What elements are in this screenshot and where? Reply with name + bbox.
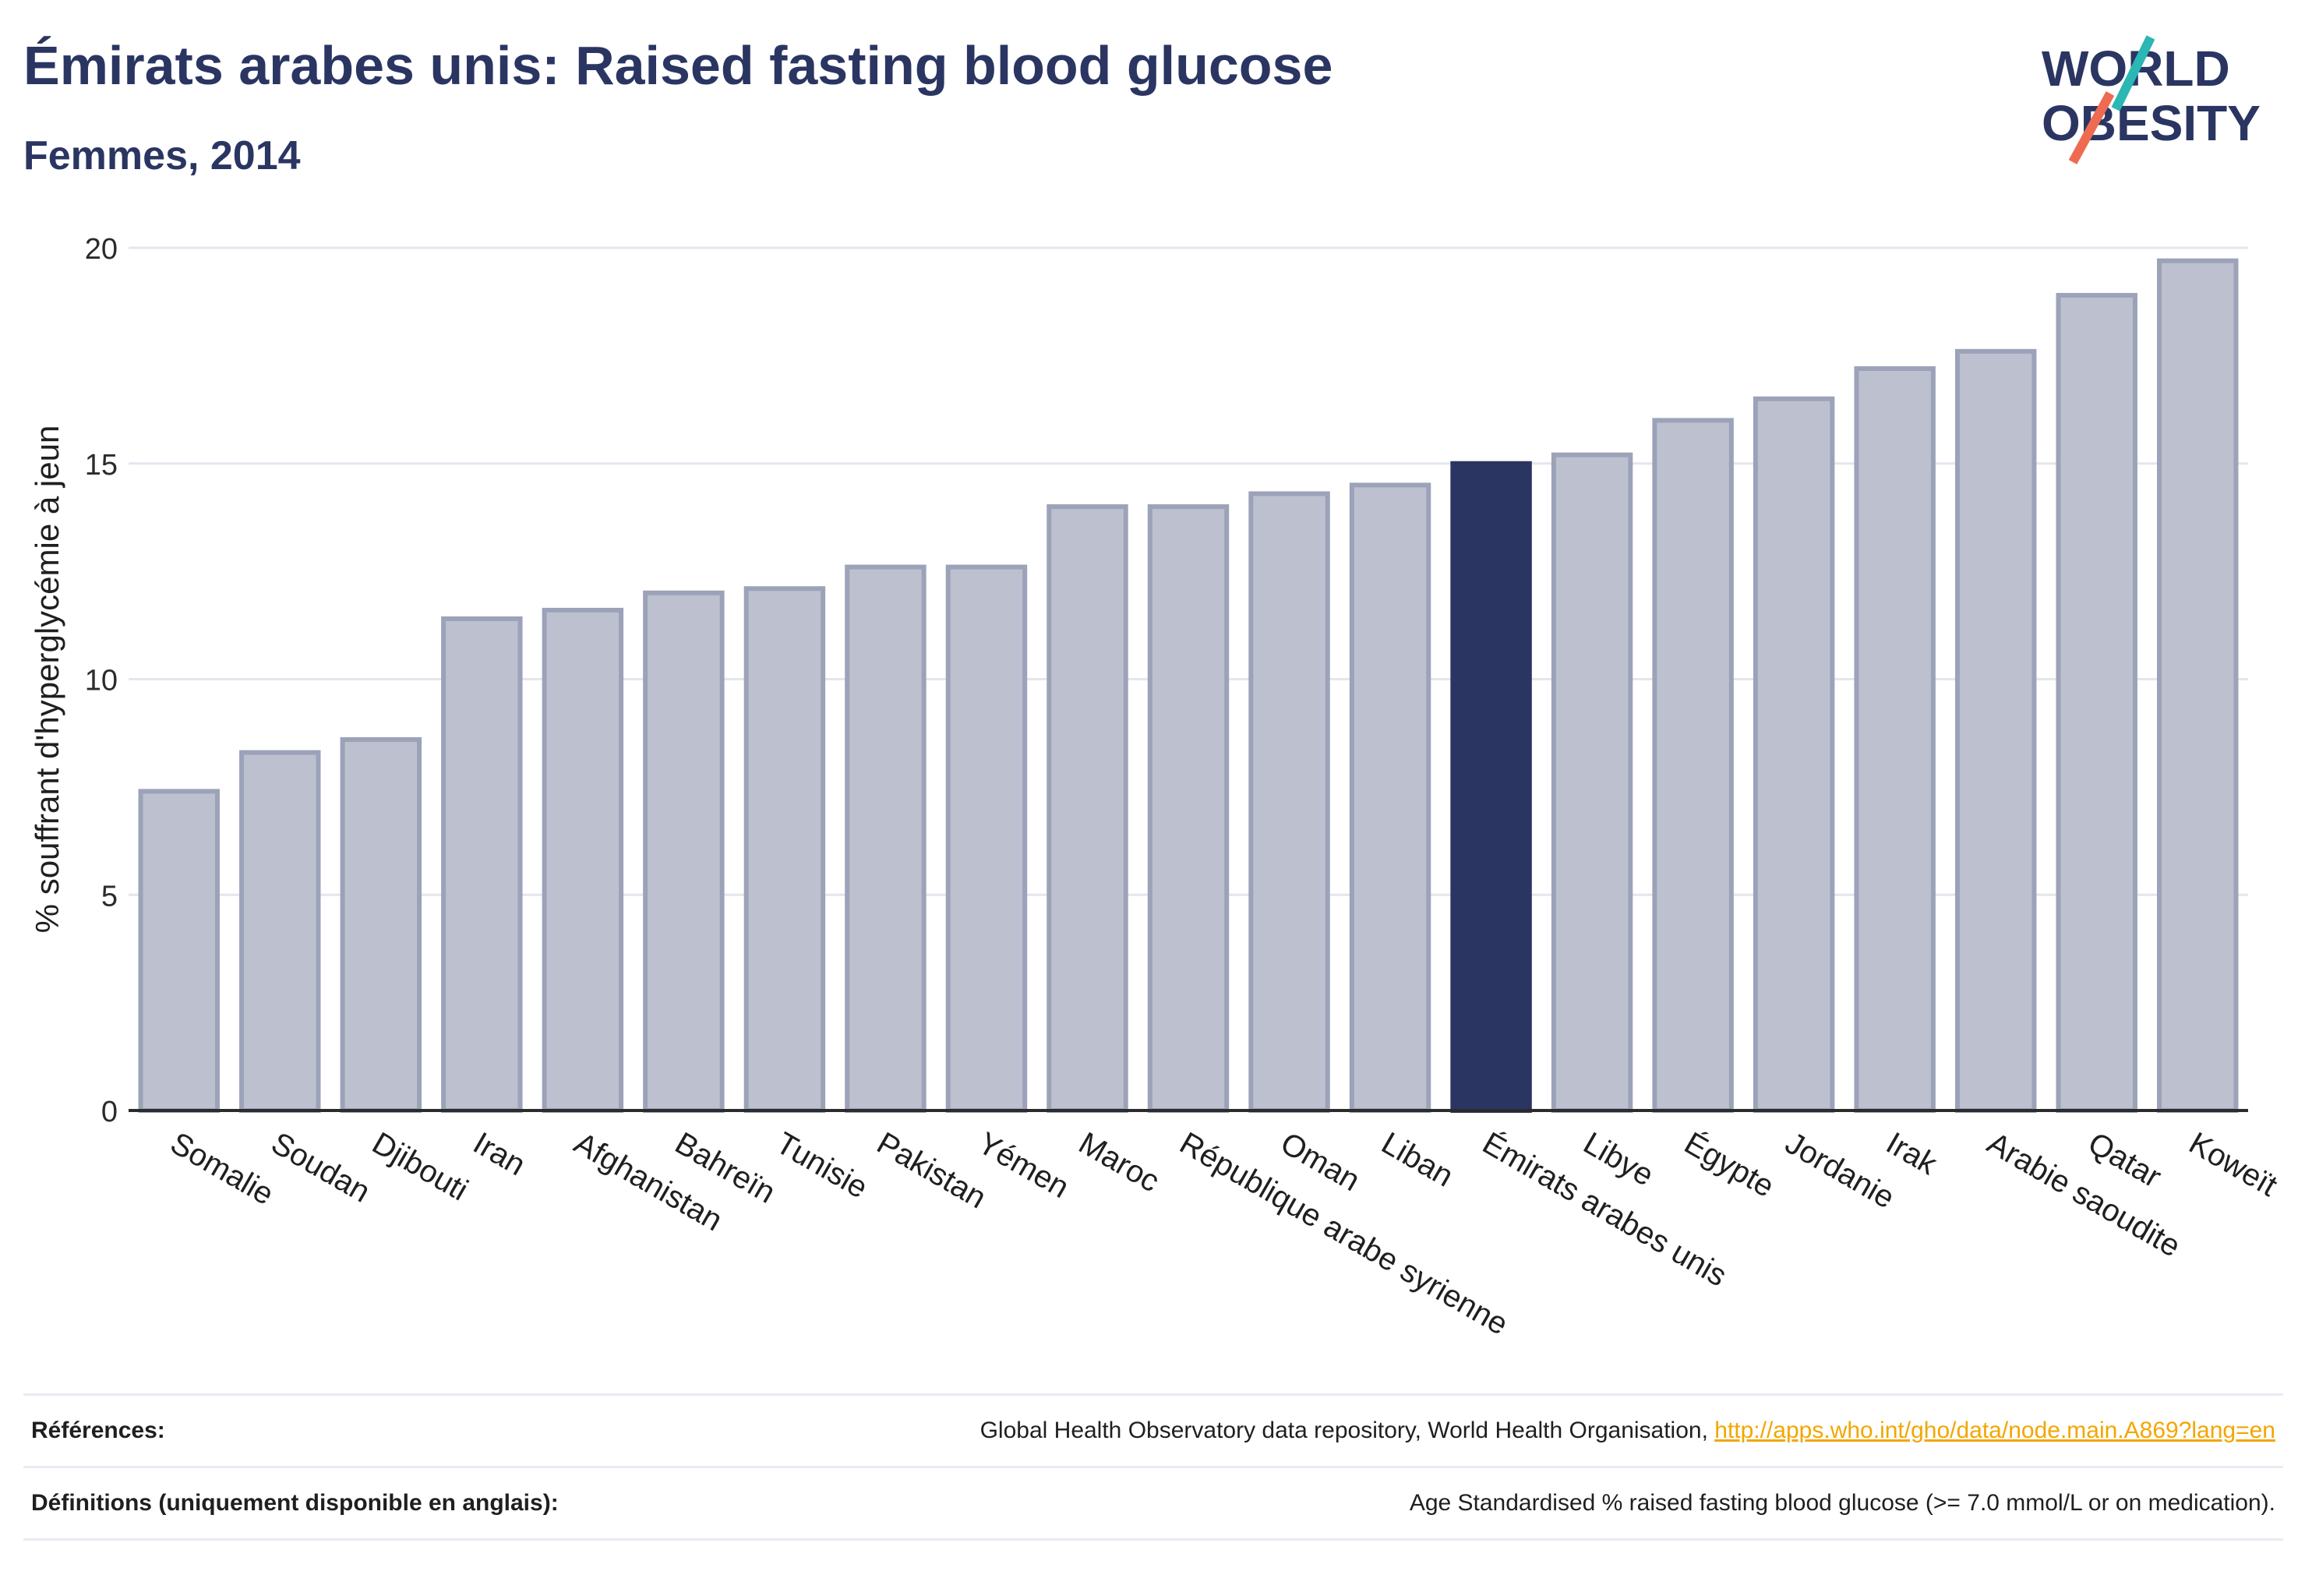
bar bbox=[441, 616, 523, 1113]
x-tick-label: Irak bbox=[1880, 1126, 1943, 1182]
bar bbox=[138, 789, 220, 1113]
y-tick-label: 20 bbox=[85, 233, 118, 266]
y-tick-label: 10 bbox=[85, 665, 118, 697]
bar bbox=[1248, 491, 1330, 1113]
bar bbox=[1854, 365, 1936, 1114]
x-tick-label: Soudan bbox=[266, 1126, 376, 1209]
y-tick-label: 0 bbox=[101, 1096, 118, 1128]
y-axis-label: % souffrant d'hyperglycémie à jeun bbox=[29, 425, 65, 934]
bar bbox=[1047, 504, 1128, 1113]
x-tick-label: Égypte bbox=[1678, 1125, 1780, 1204]
bar bbox=[2056, 292, 2137, 1113]
bar bbox=[643, 590, 725, 1113]
logo-slash-coral bbox=[2068, 91, 2115, 164]
page-subtitle: Femmes, 2014 bbox=[23, 133, 301, 178]
bar bbox=[845, 564, 927, 1113]
x-tick-label: Arabie saoudite bbox=[1982, 1126, 2187, 1264]
bar bbox=[542, 607, 624, 1113]
x-tick-label: Djibouti bbox=[366, 1126, 474, 1208]
bar bbox=[1349, 482, 1431, 1113]
definitions-row: Définitions (uniquement disponible en an… bbox=[23, 1466, 2283, 1541]
references-text: Global Health Observatory data repositor… bbox=[980, 1418, 1715, 1443]
x-tick-label: Liban bbox=[1376, 1126, 1460, 1194]
page-title: Émirats arabes unis: Raised fasting bloo… bbox=[23, 35, 1333, 96]
bar bbox=[1551, 452, 1633, 1113]
bar bbox=[2157, 258, 2239, 1114]
x-tick-label: Koweït bbox=[2183, 1126, 2283, 1203]
x-tick-label: Pakistan bbox=[871, 1126, 992, 1216]
x-tick-label: Jordanie bbox=[1780, 1126, 1901, 1216]
bar bbox=[1147, 504, 1230, 1113]
definitions-value: Age Standardised % raised fasting blood … bbox=[1409, 1490, 2275, 1516]
definitions-label: Définitions (uniquement disponible en an… bbox=[31, 1490, 559, 1516]
x-tick-label: Tunisie bbox=[770, 1126, 873, 1206]
references-label: Références: bbox=[31, 1418, 165, 1443]
logo-word-obesity: OBESITY bbox=[2042, 95, 2261, 151]
bar bbox=[743, 586, 826, 1113]
x-tick-label: Maroc bbox=[1073, 1126, 1165, 1199]
y-tick-label: 15 bbox=[85, 449, 118, 482]
logo-slash-teal bbox=[2111, 35, 2155, 111]
bar bbox=[945, 564, 1028, 1113]
bar bbox=[239, 750, 321, 1113]
world-obesity-logo: WORLD OBESITY bbox=[2042, 35, 2261, 164]
bar-highlight bbox=[1450, 461, 1532, 1113]
x-tick-label: Iran bbox=[468, 1126, 531, 1183]
bar bbox=[1753, 396, 1835, 1114]
bar bbox=[340, 736, 422, 1113]
x-tick-label: Somalie bbox=[164, 1126, 279, 1212]
bar bbox=[1652, 418, 1734, 1113]
bar bbox=[1954, 348, 2037, 1113]
references-table: Références: Global Health Observatory da… bbox=[23, 1393, 2283, 1541]
references-value: Global Health Observatory data repositor… bbox=[980, 1414, 2275, 1447]
references-row: Références: Global Health Observatory da… bbox=[23, 1393, 2283, 1466]
references-link[interactable]: http://apps.who.int/gho/data/node.main.A… bbox=[1714, 1418, 2275, 1443]
y-tick-label: 5 bbox=[101, 880, 118, 913]
